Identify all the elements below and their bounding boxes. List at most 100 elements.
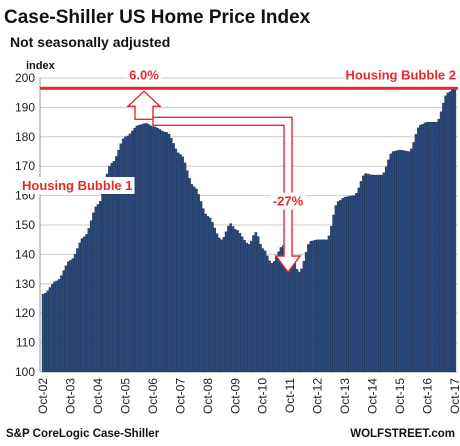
bar — [423, 122, 427, 373]
bar — [270, 263, 274, 373]
gain-label-bg — [127, 66, 162, 84]
bar — [243, 240, 246, 373]
bar — [46, 290, 50, 373]
bar — [332, 214, 335, 373]
bar — [391, 151, 395, 373]
bar — [302, 261, 306, 373]
y-tick-label: 110 — [16, 336, 35, 350]
bar — [64, 265, 68, 373]
bar — [403, 150, 406, 373]
bar — [277, 251, 281, 373]
bar — [323, 239, 326, 373]
bar — [158, 129, 162, 373]
bar — [439, 111, 443, 373]
bubble2-label: Housing Bubble 2 — [346, 67, 457, 82]
bar — [231, 226, 235, 373]
bar — [252, 235, 255, 373]
bar — [382, 172, 386, 373]
bar — [371, 174, 374, 373]
bar — [380, 174, 383, 373]
bar — [263, 250, 267, 373]
bar — [135, 125, 139, 373]
bar — [92, 212, 95, 373]
bar — [131, 130, 134, 373]
bar — [318, 239, 322, 373]
bar — [453, 88, 457, 373]
y-tick-label: 130 — [15, 277, 35, 291]
x-tick-label: Oct-16 — [420, 378, 434, 414]
bar — [316, 239, 319, 373]
bar — [71, 258, 75, 373]
bar — [153, 126, 157, 373]
bar — [144, 123, 148, 373]
bar — [51, 284, 54, 373]
bar — [348, 196, 351, 373]
bar — [430, 121, 434, 373]
bar — [298, 271, 301, 373]
bar — [105, 173, 109, 373]
bar — [163, 131, 166, 373]
bar — [151, 126, 155, 373]
bar — [334, 205, 338, 373]
bar — [213, 227, 216, 373]
bar — [233, 229, 237, 373]
y-tick-label: 200 — [15, 71, 35, 85]
bar — [352, 195, 356, 373]
bar — [57, 279, 61, 373]
bar — [195, 188, 198, 373]
bar — [247, 243, 251, 373]
gain-label: 6.0% — [129, 67, 159, 82]
bar — [394, 150, 397, 373]
bar — [355, 193, 358, 373]
bar — [407, 151, 411, 373]
bar — [41, 293, 45, 373]
y-tick-label: 140 — [15, 247, 35, 261]
bubble1-label: Housing Bubble 1 — [22, 178, 133, 193]
y-tick-label: 150 — [15, 218, 35, 232]
bar — [80, 238, 84, 373]
bar — [169, 137, 173, 373]
bar — [206, 216, 210, 373]
bar — [172, 143, 175, 373]
bars — [41, 88, 457, 373]
bar — [396, 150, 399, 373]
bar — [222, 237, 226, 373]
bar — [211, 222, 214, 373]
bar — [147, 123, 150, 373]
bar — [384, 166, 388, 373]
x-tick-label: Oct-15 — [393, 378, 407, 414]
bar — [309, 241, 313, 373]
bar — [99, 201, 102, 373]
bar — [73, 254, 77, 373]
bar — [190, 184, 194, 373]
bar — [336, 201, 340, 373]
bar — [259, 244, 262, 373]
bar — [300, 268, 303, 373]
x-tick-label: Oct-12 — [311, 378, 325, 414]
bar — [291, 257, 294, 373]
bar — [201, 208, 205, 373]
bar — [137, 124, 141, 373]
bar — [78, 242, 82, 373]
x-tick-label: Oct-02 — [36, 378, 50, 414]
x-tick-label: Oct-13 — [338, 378, 352, 414]
bar — [160, 130, 164, 373]
bar — [69, 260, 72, 373]
bar — [444, 95, 447, 373]
bar — [272, 261, 276, 373]
bar — [67, 261, 70, 373]
bubble2-peak-line — [40, 86, 458, 90]
bubble1-label-bg — [20, 177, 135, 194]
bar — [240, 236, 244, 373]
bar — [304, 251, 308, 373]
bar — [446, 92, 450, 373]
bar — [256, 236, 260, 373]
bar — [389, 153, 393, 373]
bar — [76, 248, 79, 373]
bar — [410, 148, 413, 373]
x-tick-label: Oct-08 — [201, 378, 215, 414]
bar — [314, 239, 317, 373]
bar — [167, 133, 171, 373]
bar — [268, 260, 271, 373]
